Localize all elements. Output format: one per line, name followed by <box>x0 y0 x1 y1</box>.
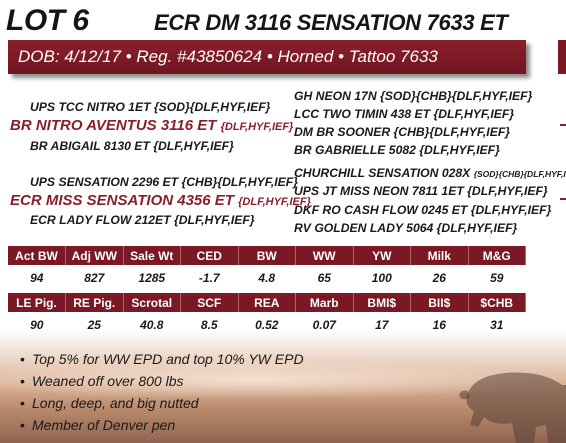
value-adj-ww: 827 <box>84 271 105 285</box>
pedigree-dam: ECR MISS SENSATION 4356 ET {DLF,HYF,IEF} <box>10 192 311 209</box>
pedigree-dam-name: ECR MISS SENSATION 4356 ET <box>10 192 234 209</box>
header-act-bw: Act BW <box>8 246 66 265</box>
carcass-value-row: 90 25 40.8 8.5 0.52 0.07 17 16 31 <box>8 312 526 338</box>
pedigree-sire-sire: UPS TCC NITRO 1ET {SOD}{DLF,HYF,IEF} <box>30 100 271 114</box>
header-ww: WW <box>295 246 354 265</box>
pedigree-sire-name: BR NITRO AVENTUS 3116 ET <box>10 117 217 134</box>
value-scf: 8.5 <box>200 318 218 332</box>
header-adj-ww: Adj WW <box>65 246 124 265</box>
header-scf: SCF <box>180 293 239 312</box>
lot-number: LOT 6 <box>6 4 89 37</box>
pedigree-dam-dam: ECR LADY FLOW 212ET {DLF,HYF,IEF} <box>30 213 255 227</box>
pedigree-ss-dam: LCC TWO TIMIN 438 ET {DLF,HYF,IEF} <box>294 107 515 121</box>
value-bii: 16 <box>432 318 446 332</box>
value-ced: -1.7 <box>198 271 220 285</box>
pedigree-dam-tag: {DLF,HYF,IEF} <box>238 196 311 208</box>
header-bw: BW <box>238 246 296 265</box>
value-m-and-g: 59 <box>490 271 504 285</box>
pedigree-ds-dam: UPS JT MISS NEON 7811 1ET {DLF,HYF,IEF} <box>294 184 548 198</box>
header-le-pig: LE Pig. <box>8 293 66 312</box>
info-banner: DOB: 4/12/17 • Reg. #43850624 • Horned •… <box>8 40 526 74</box>
header-rea: REA <box>238 293 296 312</box>
pedigree-sire-tag: {DLF,HYF,IEF} <box>220 121 294 133</box>
pedigree-dd-dam: RV GOLDEN LADY 5064 {DLF,HYF,IEF} <box>294 221 518 235</box>
pedigree-sd-sire: DM BR SOONER {CHB}{DLF,HYF,IEF} <box>294 125 511 139</box>
value-ww: 65 <box>317 271 331 285</box>
value-le-pig: 90 <box>30 318 44 332</box>
header-scrotal: Scrotal <box>123 293 181 312</box>
carcass-table: LE Pig. RE Pig. Scrotal SCF REA Marb BMI… <box>8 293 526 338</box>
value-rea: 0.52 <box>255 318 279 332</box>
header-sale-wt: Sale Wt <box>123 246 181 265</box>
value-scrotal: 40.8 <box>140 318 164 332</box>
pedigree-ds-sire-name: CHURCHILL SENSATION 028X <box>294 166 471 180</box>
header-bmi: BMI$ <box>353 293 411 312</box>
carcass-header-row: LE Pig. RE Pig. Scrotal SCF REA Marb BMI… <box>8 293 526 312</box>
note-item: Top 5% for WW EPD and top 10% YW EPD <box>20 348 304 370</box>
value-bmi: 17 <box>375 318 389 332</box>
value-act-bw: 94 <box>30 271 44 285</box>
header-chb: $CHB <box>468 293 526 312</box>
note-item: Weaned off over 800 lbs <box>20 370 304 392</box>
header-ced: CED <box>180 246 239 265</box>
pedigree-ss-sire: GH NEON 17N {SOD}{CHB}{DLF,HYF,IEF} <box>294 89 533 103</box>
performance-table: Act BW Adj WW Sale Wt CED BW WW YW Milk … <box>8 246 526 291</box>
header-bii: BII$ <box>410 293 469 312</box>
value-sale-wt: 1285 <box>138 271 166 285</box>
pedigree-sire: BR NITRO AVENTUS 3116 ET {DLF,HYF,IEF} <box>10 117 293 134</box>
header-marb: Marb <box>295 293 354 312</box>
next-lot-edge <box>558 40 566 74</box>
header-yw: YW <box>353 246 411 265</box>
header-m-and-g: M&G <box>468 246 526 265</box>
pedigree-ds-sire: CHURCHILL SENSATION 028X {SOD}{CHB}{DLF,… <box>294 166 566 180</box>
pedigree-ds-sire-tag: {SOD}{CHB}{DLF,HYF,IEF} <box>473 169 566 179</box>
notes-list: Top 5% for WW EPD and top 10% YW EPD Wea… <box>20 348 304 436</box>
pedigree-dd-sire: DKF RO CASH FLOW 0245 ET {DLF,HYF,IEF} <box>294 203 552 217</box>
header-re-pig: RE Pig. <box>65 293 124 312</box>
note-item: Long, deep, and big nutted <box>20 392 304 414</box>
value-re-pig: 25 <box>87 318 101 332</box>
pedigree-dam-sire: UPS SENSATION 2296 ET {CHB}{DLF,HYF,IEF} <box>30 175 298 189</box>
cow-silhouette-icon <box>459 372 566 443</box>
animal-name: ECR DM 3116 SENSATION 7633 ET <box>154 10 508 35</box>
note-item: Member of Denver pen <box>20 414 304 436</box>
value-milk: 26 <box>432 271 446 285</box>
pedigree-sire-dam: BR ABIGAIL 8130 ET {DLF,HYF,IEF} <box>30 139 234 153</box>
performance-value-row: 94 827 1285 -1.7 4.8 65 100 26 59 <box>8 265 526 291</box>
value-yw: 100 <box>371 271 392 285</box>
header-milk: Milk <box>410 246 469 265</box>
value-marb: 0.07 <box>312 318 336 332</box>
pedigree-sd-dam: BR GABRIELLE 5082 {DLF,HYF,IEF} <box>294 143 500 157</box>
value-bw: 4.8 <box>258 271 276 285</box>
performance-header-row: Act BW Adj WW Sale Wt CED BW WW YW Milk … <box>8 246 526 265</box>
value-chb: 31 <box>490 318 504 332</box>
